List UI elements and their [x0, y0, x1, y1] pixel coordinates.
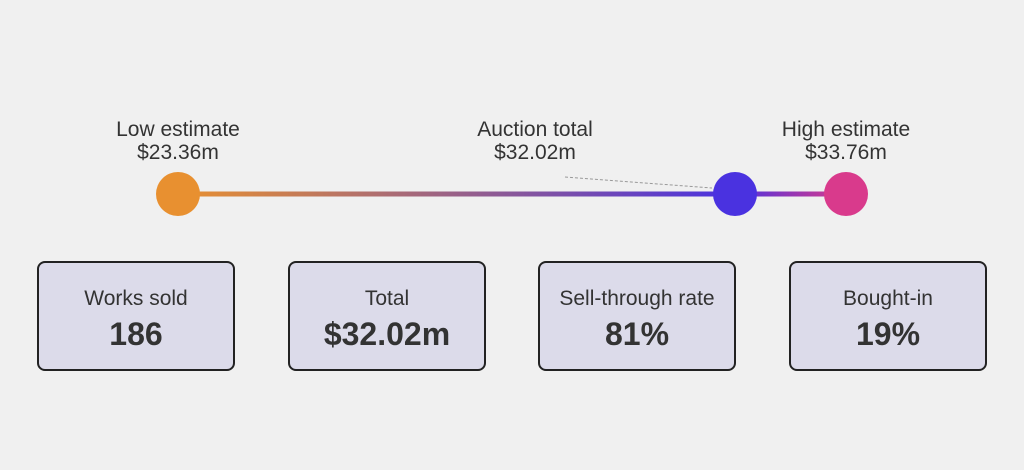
works-sold-value: 186: [109, 316, 163, 352]
total-value: $32.02m: [323, 316, 451, 352]
high-estimate-dot: [824, 172, 868, 216]
auction-total-title: Auction total: [477, 118, 593, 141]
auction-total-label: Auction total $32.02m: [415, 118, 655, 164]
low-estimate-value: $23.36m: [137, 141, 219, 164]
works-sold-label: Works sold: [84, 287, 188, 310]
total-label: Total: [364, 287, 410, 310]
low-estimate-dot: [156, 172, 200, 216]
works-sold-card: Works sold 186: [37, 261, 235, 371]
high-estimate-title: High estimate: [781, 118, 911, 141]
auction-total-leader-line: [564, 176, 713, 189]
bought-in-label: Bought-in: [843, 287, 933, 310]
low-estimate-label: Low estimate $23.36m: [58, 118, 298, 164]
high-estimate-label: High estimate $33.76m: [726, 118, 966, 164]
total-card: Total $32.02m: [288, 261, 486, 371]
bought-in-card: Bought-in 19%: [789, 261, 987, 371]
bought-in-value: 19%: [855, 316, 921, 352]
auction-total-dot: [713, 172, 757, 216]
sell-through-rate-value: 81%: [604, 316, 670, 352]
sell-through-rate-card: Sell-through rate 81%: [538, 261, 736, 371]
estimate-range-graphic: [156, 172, 868, 216]
low-estimate-title: Low estimate: [116, 118, 240, 141]
sell-through-rate-label: Sell-through rate: [559, 287, 715, 310]
high-estimate-value: $33.76m: [805, 141, 887, 164]
auction-total-value: $32.02m: [494, 141, 576, 164]
